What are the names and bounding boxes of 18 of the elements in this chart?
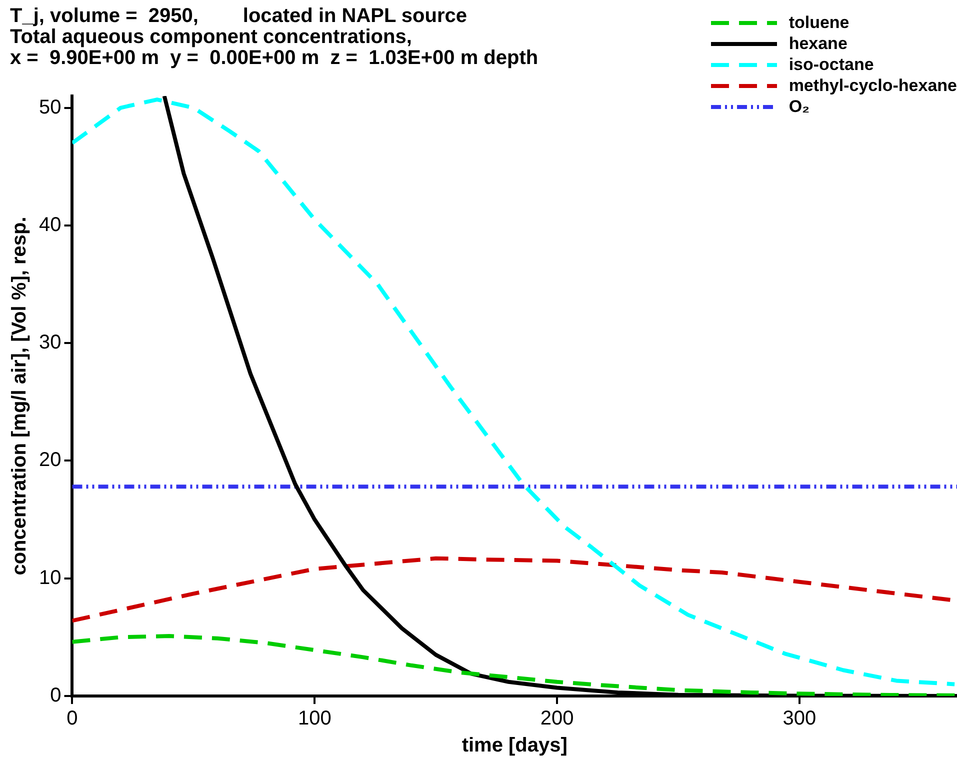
legend-label: toluene	[788, 12, 850, 32]
x-tick-label: 0	[66, 708, 78, 730]
chart-title: T_j, volume = 2950, located in NAPL source Total aqueous component concentrations, x = 9.90E+00 m y = 0.00E+00 m z = 1.03E+00 m depth	[10, 5, 538, 69]
x-axis-title: time [days]	[462, 734, 568, 757]
y-tick-label: 10	[38, 566, 62, 589]
legend-label: methyl-cyclo-hexane	[788, 76, 957, 96]
x-tick-label: 100	[298, 708, 332, 730]
y-tick-label: 30	[38, 332, 62, 354]
y-tick-label: 50	[38, 96, 62, 118]
x-tick-label: 300	[782, 708, 816, 730]
legend-label: O₂	[788, 96, 810, 116]
y-tick-label: 40	[38, 214, 62, 236]
legend-label: hexane	[788, 34, 848, 54]
legend-label: iso-octane	[788, 54, 874, 74]
y-tick-label: 20	[38, 449, 62, 472]
y-tick-label: 0	[50, 684, 62, 707]
x-tick-label: 200	[540, 708, 574, 730]
y-axis-title: concentration [mg/l air], [Vol %], resp.	[8, 216, 31, 576]
